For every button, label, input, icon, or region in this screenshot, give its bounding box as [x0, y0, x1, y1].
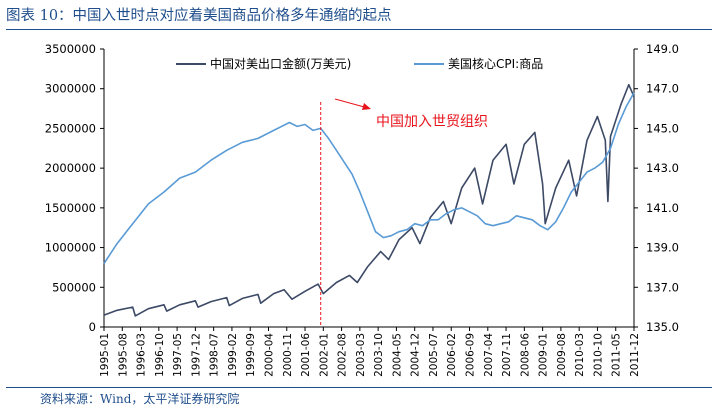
x-tick-label: 1998-07 — [209, 333, 221, 377]
x-tick-label: 2000-04 — [263, 333, 275, 377]
x-tick-label: 1995-01 — [99, 333, 111, 377]
x-tick-label: 2007-11 — [501, 333, 513, 377]
axes: 0 500000 1000000 1500000 2000000 2500000 30000… — [45, 42, 679, 377]
x-tick-label: 2007-04 — [483, 333, 495, 377]
x-tick-label: 2003-03 — [355, 333, 367, 377]
chart-title: 图表 10：中国入世时点对应着美国商品价格多年通缩的起点 — [6, 8, 392, 24]
left-tick-label: 1500000 — [45, 201, 96, 215]
legend-label: 中国对美出口金额(万美元) — [210, 56, 351, 71]
left-tick-label: 2000000 — [45, 161, 96, 175]
x-tick-label: 2003-10 — [373, 333, 385, 377]
legend: 中国对美出口金额(万美元) 美国核心CPI:商品 — [176, 56, 543, 71]
right-tick-label: 137.0 — [646, 280, 679, 294]
x-tick-label: 2002-01 — [318, 333, 330, 377]
right-tick-label: 135.0 — [646, 320, 679, 334]
x-tick-label: 2000-11 — [282, 333, 294, 377]
x-tick-label: 2011-05 — [611, 333, 623, 377]
right-tick-label: 139.0 — [646, 241, 679, 255]
x-tick-label: 2006-09 — [465, 333, 477, 377]
x-tick-label: 2008-06 — [519, 333, 531, 377]
left-tick-label: 3500000 — [45, 42, 96, 56]
right-tick-label: 141.0 — [646, 201, 679, 215]
series-layer — [103, 83, 635, 317]
series-line-cpi — [103, 92, 635, 264]
left-tick-label: 2500000 — [45, 121, 96, 135]
source-note: 资料来源：Wind，太平洋证券研究院 — [40, 392, 240, 406]
title-divider — [6, 29, 712, 30]
series-line-exports — [103, 83, 635, 317]
left-tick-label: 3000000 — [45, 82, 96, 96]
source-divider — [6, 387, 712, 388]
right-tick-label: 147.0 — [646, 82, 679, 96]
x-tick-label: 2005-07 — [428, 333, 440, 377]
left-tick-label: 0 — [89, 320, 96, 334]
annotation: 中国加入世贸组织 — [320, 98, 488, 327]
x-tick-label: 1999-02 — [227, 333, 239, 377]
x-tick-label: 1999-09 — [245, 333, 257, 377]
x-tick-label: 2006-02 — [446, 333, 458, 377]
x-tick-label: 1997-05 — [172, 333, 184, 377]
x-tick-label: 2010-10 — [592, 333, 604, 377]
annotation-arrow-head — [362, 103, 371, 110]
x-tick-label: 2011-12 — [629, 333, 641, 377]
right-tick-label: 149.0 — [646, 42, 679, 56]
annotation-label: 中国加入世贸组织 — [376, 114, 488, 130]
x-tick-label: 2002-08 — [337, 333, 349, 377]
x-tick-label: 2004-12 — [410, 333, 422, 377]
annotation-arrow-shaft — [334, 98, 369, 109]
x-tick-label: 2001-06 — [300, 333, 312, 377]
x-tick-label: 1995-08 — [117, 333, 129, 377]
left-tick-label: 500000 — [52, 280, 96, 294]
right-tick-label: 143.0 — [646, 161, 679, 175]
legend-label: 美国核心CPI:商品 — [448, 56, 543, 71]
x-tick-label: 1996-10 — [154, 333, 166, 377]
left-tick-label: 1000000 — [45, 241, 96, 255]
x-tick-label: 2010-03 — [574, 333, 586, 377]
x-tick-label: 1997-12 — [190, 333, 202, 377]
right-tick-label: 145.0 — [646, 121, 679, 135]
x-tick-label: 1996-03 — [136, 333, 148, 377]
x-tick-label: 2009-01 — [538, 333, 550, 377]
x-tick-label: 2004-05 — [391, 333, 403, 377]
x-tick-label: 2009-08 — [556, 333, 568, 377]
